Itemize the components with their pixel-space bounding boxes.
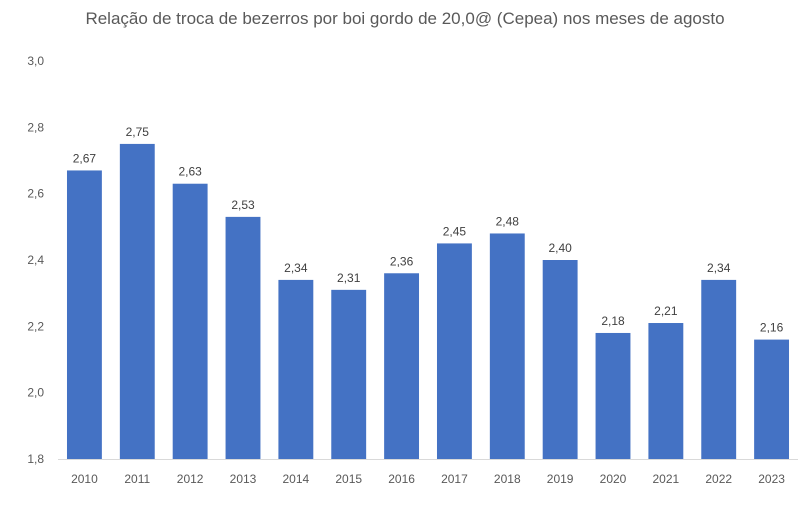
x-tick-label: 2010 [71,472,98,486]
x-axis: 2010 2011 2012 2013 2014 2015 2016 2017 2018 2019… [71,472,785,486]
data-label: 2,75 [126,125,150,139]
bar [648,323,684,459]
chart-title: Relação de troca de bezerros por boi gor… [85,9,725,28]
data-label: 2,21 [654,304,678,318]
x-tick-label: 2022 [705,472,732,486]
x-tick-label: 2019 [547,472,574,486]
bar [66,170,102,459]
y-tick-label: 2,4 [27,253,44,267]
x-tick-label: 2020 [600,472,627,486]
data-label: 2,34 [284,261,308,275]
x-tick-label: 2011 [124,472,150,486]
x-tick-label: 2014 [283,472,310,486]
y-tick-label: 2,8 [27,120,44,134]
data-label: 2,18 [601,314,625,328]
y-axis: 1,8 2,0 2,2 2,4 2,6 2,8 3,0 [27,54,44,466]
x-tick-label: 2012 [177,472,204,486]
x-tick-label: 2013 [230,472,257,486]
bar [542,260,578,459]
data-label: 2,40 [548,241,572,255]
y-tick-label: 3,0 [27,54,44,68]
x-tick-label: 2021 [653,472,680,486]
bar [384,273,420,459]
data-label: 2,31 [337,271,361,285]
bar [172,183,208,459]
data-label: 2,67 [73,151,97,165]
data-label: 2,16 [760,321,784,335]
bar [119,143,155,459]
data-label: 2,34 [707,261,731,275]
x-tick-label: 2016 [388,472,415,486]
bars [66,143,790,459]
y-tick-label: 2,2 [27,319,44,333]
x-tick-label: 2017 [441,472,468,486]
data-label: 2,45 [443,224,467,238]
bar [701,279,737,459]
bar [489,233,525,459]
bar [331,289,367,459]
x-tick-label: 2023 [758,472,785,486]
data-labels: 2,67 2,75 2,63 2,53 2,34 2,31 2,36 2,45 2,48 2,40… [73,125,784,335]
y-tick-label: 1,8 [27,452,44,466]
data-label: 2,63 [178,165,202,179]
bar [278,279,314,459]
x-tick-label: 2015 [335,472,362,486]
x-tick-label: 2018 [494,472,521,486]
bar [754,339,790,459]
bar [436,243,472,459]
y-tick-label: 2,6 [27,187,44,201]
data-label: 2,48 [496,214,520,228]
y-tick-label: 2,0 [27,386,44,400]
bar [595,332,631,459]
bar [225,216,261,459]
data-label: 2,53 [231,198,255,212]
data-label: 2,36 [390,254,414,268]
